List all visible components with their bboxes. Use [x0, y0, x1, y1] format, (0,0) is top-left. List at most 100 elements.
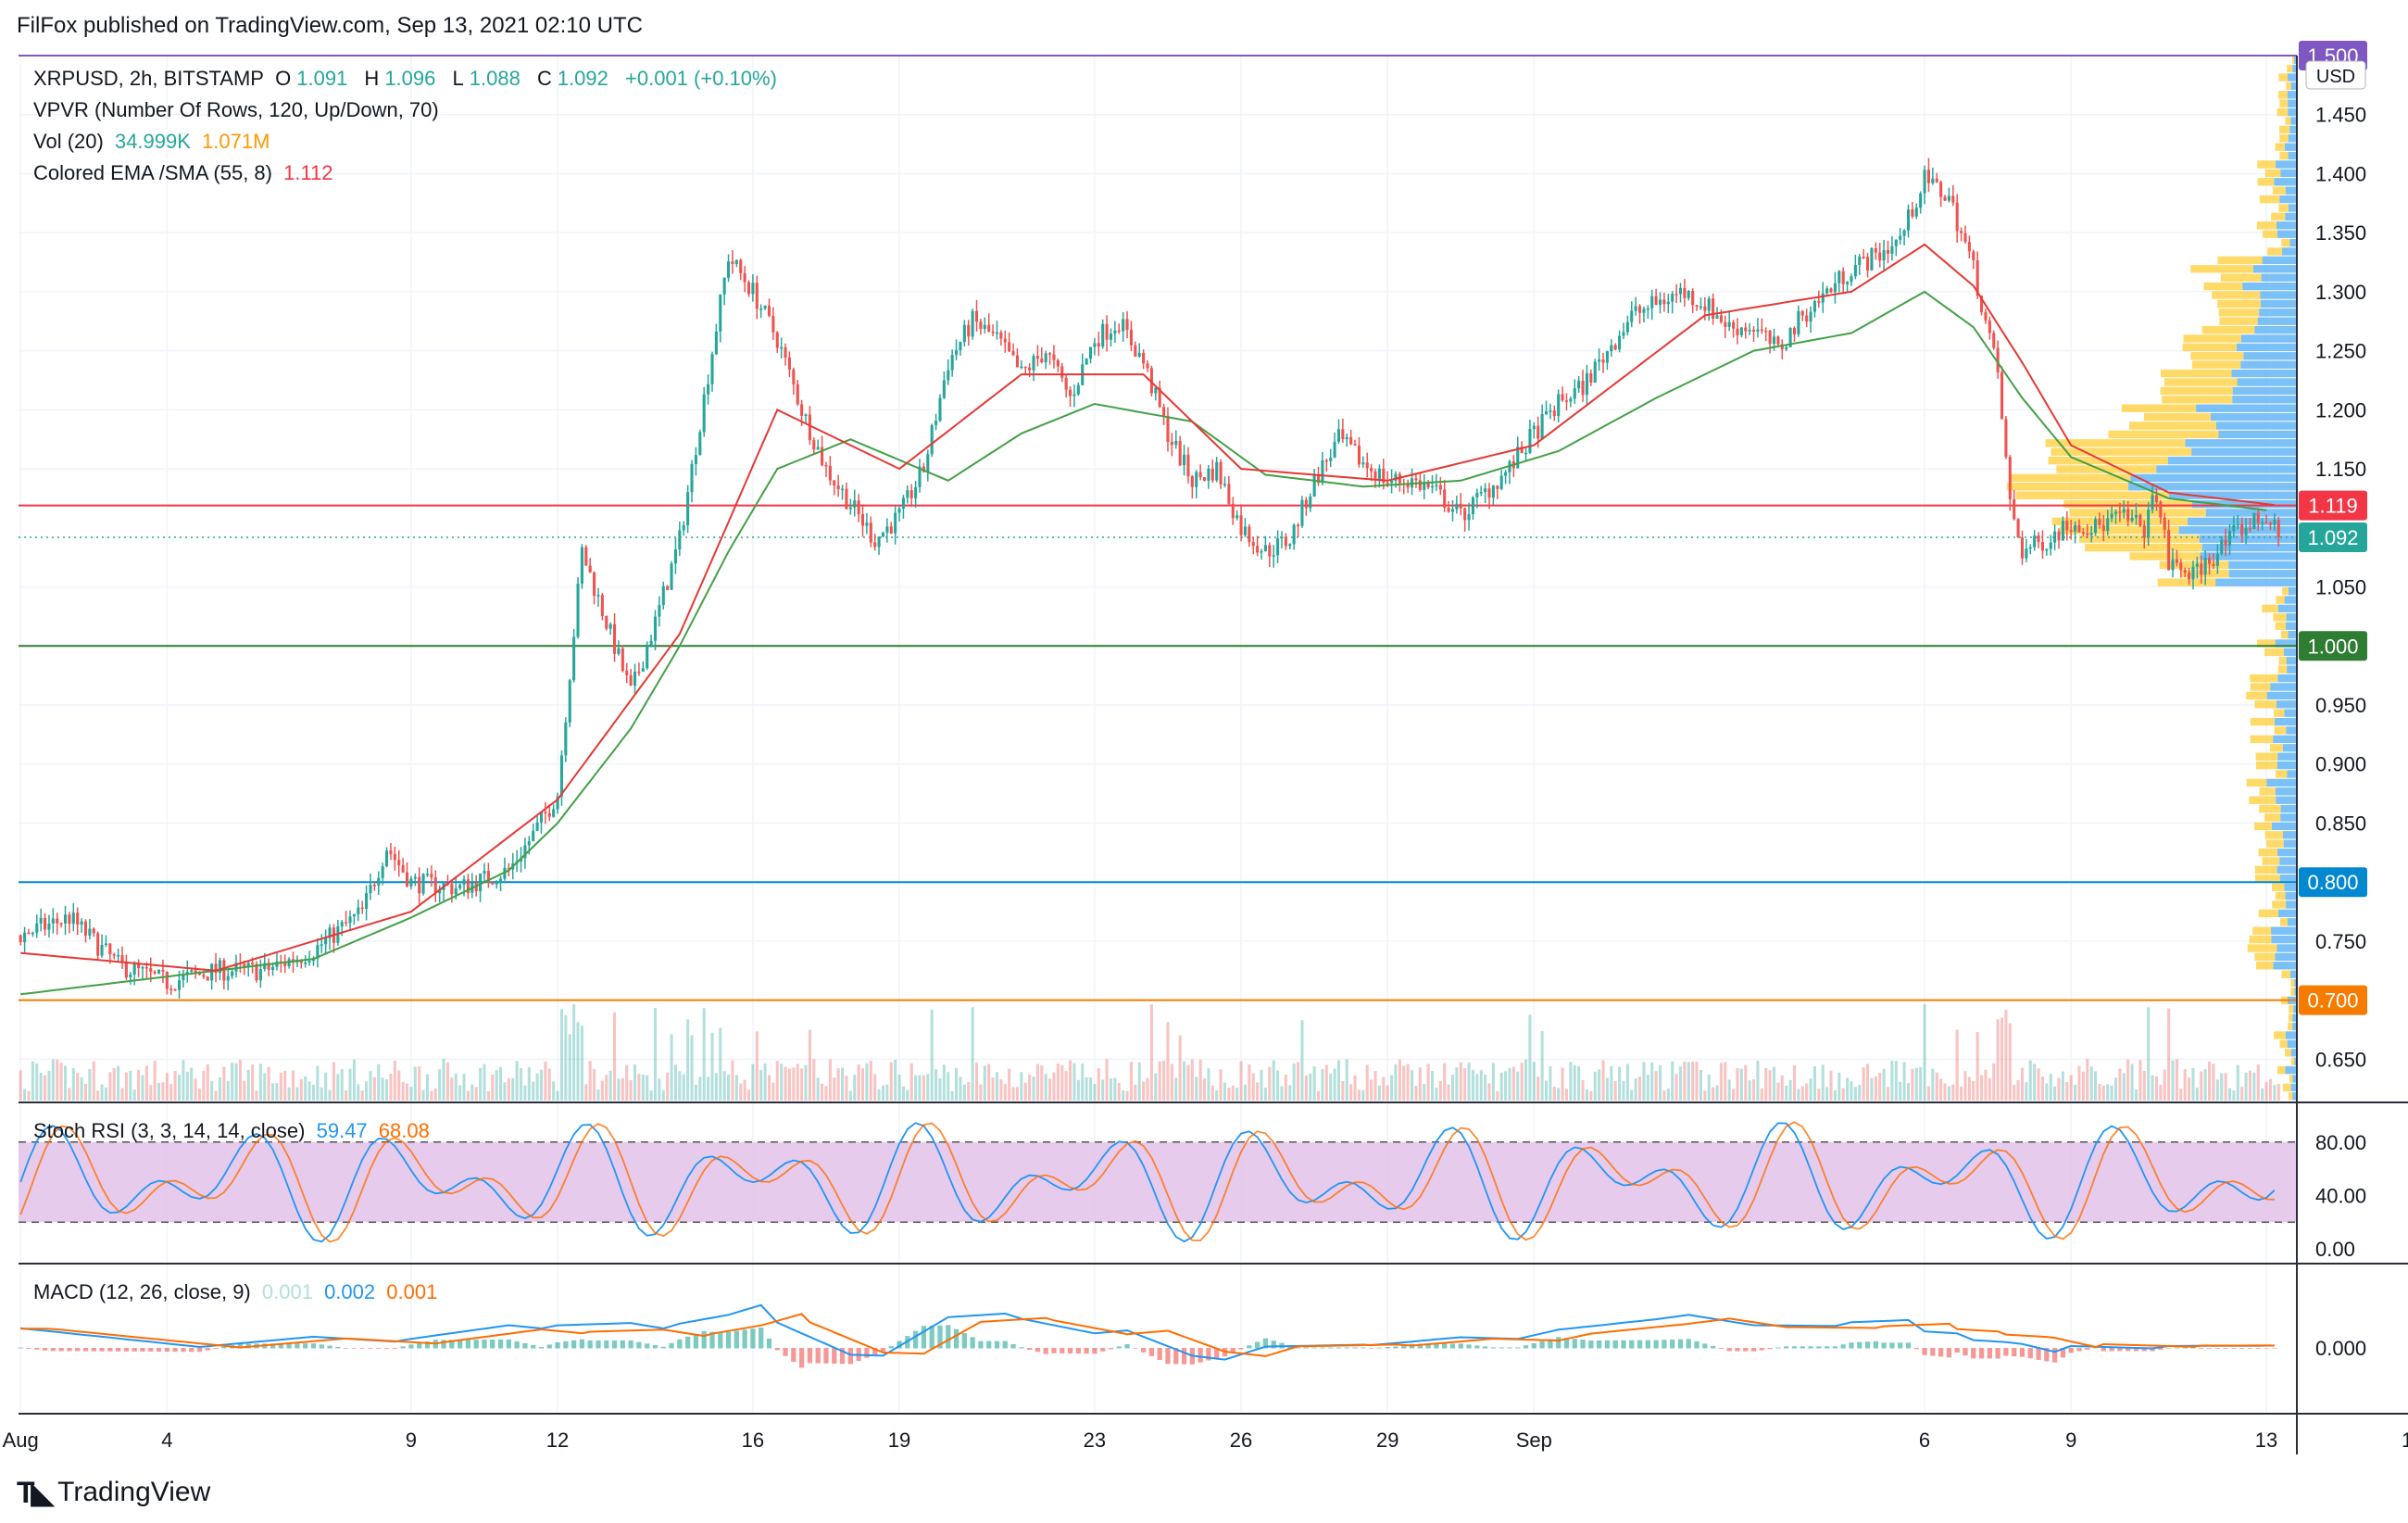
candle-body: [377, 877, 381, 886]
volume-bar: [552, 1081, 556, 1101]
volume-bar: [1601, 1060, 1605, 1101]
candle-body: [320, 944, 323, 946]
macd-hist-bar: [645, 1343, 650, 1349]
volume-bar: [1703, 1090, 1707, 1101]
candle-body: [1239, 515, 1243, 535]
vpvr-row-up: [2285, 1065, 2297, 1075]
candle-body: [2053, 531, 2057, 543]
candle-body: [365, 893, 369, 910]
volume-bar: [539, 1069, 544, 1101]
macd-hist-bar: [1515, 1347, 1521, 1349]
volume-bar: [881, 1085, 885, 1101]
vpvr-row-up: [2290, 82, 2297, 91]
macd-legend[interactable]: MACD (12, 26, close, 9) 0.001 0.002 0.00…: [33, 1280, 443, 1304]
candle-body: [1044, 353, 1047, 363]
candle-body: [1719, 315, 1723, 322]
candle-body: [31, 932, 34, 935]
candle-body: [1699, 306, 1702, 308]
candle-body: [157, 969, 161, 974]
candle-body: [1450, 509, 1455, 512]
candle-body: [185, 972, 189, 975]
vpvr-row-down: [2212, 291, 2261, 299]
volume-bar: [307, 1081, 311, 1101]
candle-body: [2175, 559, 2178, 563]
candle-body: [182, 974, 185, 981]
volume-legend[interactable]: Vol (20) 34.999K 1.071M: [33, 130, 275, 154]
volume-bar: [1870, 1077, 1874, 1101]
candle-body: [421, 874, 425, 894]
vpvr-row-up: [2210, 412, 2297, 422]
candle-body: [1939, 182, 1943, 197]
vpvr-row-down: [2201, 325, 2255, 334]
macd-hist-bar: [115, 1348, 121, 1352]
candle-body: [666, 585, 670, 590]
candle-body: [1772, 336, 1776, 345]
macd-hist-bar: [1084, 1348, 1089, 1354]
macd-hist-bar: [2092, 1347, 2099, 1349]
volume-bar: [409, 1087, 413, 1101]
vpvr-row-up: [2287, 770, 2297, 778]
candle-body: [1870, 248, 1874, 271]
vpvr-row-up: [2215, 422, 2297, 430]
candle-body: [2045, 548, 2049, 551]
candle-body: [483, 871, 486, 874]
volume-bar: [1593, 1071, 1597, 1101]
candle-body: [258, 969, 262, 981]
volume-bar: [901, 1086, 905, 1101]
volume-bar: [231, 1063, 234, 1101]
volume-bar: [666, 1072, 670, 1101]
candle-body: [2256, 512, 2260, 523]
volume-bar: [372, 1076, 376, 1101]
candle-body: [1577, 381, 1581, 389]
symbol-legend[interactable]: XRPUSD, 2h, BITSTAMP O 1.091 H 1.096 L 1.08…: [33, 67, 783, 91]
macd-hist-bar: [319, 1344, 324, 1349]
candle-body: [357, 907, 360, 914]
candle-body: [608, 623, 612, 629]
macd-hist-bar: [2158, 1348, 2163, 1350]
volume-bar: [35, 1064, 39, 1101]
volume-bar: [1772, 1066, 1776, 1101]
volume-bar: [853, 1075, 857, 1101]
volume-bar: [673, 1064, 677, 1101]
volume-bar: [88, 1069, 92, 1101]
candle-body: [1260, 551, 1263, 553]
vpvr-legend[interactable]: VPVR (Number Of Rows, 120, Up/Down, 70): [33, 98, 439, 121]
candle-body: [942, 380, 946, 398]
volume-bar: [926, 1074, 930, 1101]
stoch-legend[interactable]: Stoch RSI (3, 3, 14, 14, close) 59.47 68…: [33, 1119, 435, 1143]
candle-body: [670, 563, 673, 590]
macd-hist-bar: [1759, 1348, 1764, 1351]
candle-body: [1312, 473, 1316, 497]
candle-body: [707, 384, 710, 395]
volume-bar: [527, 1066, 531, 1101]
vpvr-row-down: [2279, 1039, 2288, 1049]
vpvr-row-up: [2277, 848, 2297, 857]
volume-bar: [2074, 1084, 2077, 1101]
macd-hist-bar: [709, 1331, 715, 1349]
candle-body: [1035, 356, 1039, 359]
volume-bar: [1260, 1069, 1263, 1101]
candle-body: [1800, 310, 1804, 316]
last-price-badge: [2299, 522, 2367, 553]
candle-body: [865, 522, 869, 526]
volume-bar: [751, 1064, 755, 1101]
volume-bar: [1992, 1063, 1996, 1101]
volume-bar: [1732, 1089, 1736, 1101]
vpvr-row-down: [2246, 691, 2267, 700]
candle-body: [263, 963, 267, 970]
candle-body: [1622, 332, 1625, 336]
vpvr-row-down: [2078, 535, 2200, 543]
tradingview-logo[interactable]: T◣ TradingView: [17, 1475, 210, 1510]
close-value: C 1.092: [536, 67, 608, 90]
volume-bar: [1598, 1069, 1601, 1101]
price-tick-label: 1.350: [2315, 221, 2366, 245]
volume-bar: [137, 1069, 141, 1101]
ema-legend[interactable]: Colored EMA /SMA (55, 8) 1.112: [33, 161, 339, 185]
volume-bar: [486, 1090, 490, 1101]
level-label: 0.700: [2307, 989, 2358, 1013]
candle-body: [1423, 483, 1426, 490]
volume-bar: [1304, 1075, 1308, 1101]
macd-hist-bar: [1971, 1348, 1976, 1359]
vpvr-row-up: [2284, 143, 2297, 151]
